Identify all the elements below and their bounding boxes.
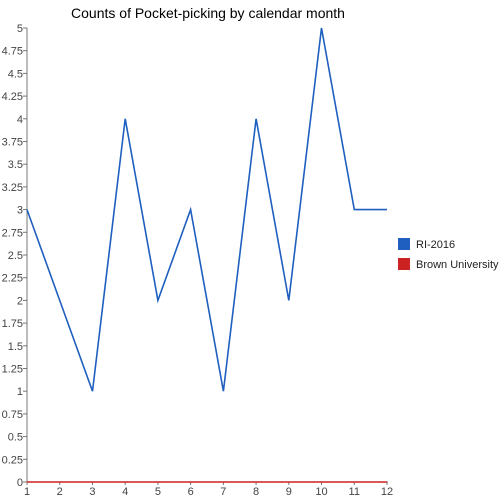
legend-label: RI-2016 [416, 239, 455, 251]
chart-title: Counts of Pocket-picking by calendar mon… [71, 5, 345, 21]
y-tick-label: 3.5 [8, 159, 23, 171]
y-tick-label: 4.5 [8, 68, 23, 80]
x-tick-label: 8 [253, 486, 259, 498]
x-tick-label: 11 [349, 486, 360, 498]
x-tick-label: 4 [122, 486, 128, 498]
y-tick-label: 0.75 [2, 409, 23, 421]
x-tick-label: 2 [57, 486, 63, 498]
x-tick-label: 9 [286, 486, 292, 498]
y-tick-label: 2.5 [8, 250, 23, 262]
y-tick-label: 1 [17, 386, 23, 398]
y-tick-label: 2 [17, 295, 23, 307]
y-tick-label: 4.75 [2, 46, 23, 58]
x-tick-label: 10 [315, 486, 327, 498]
y-tick-label: 1.5 [8, 341, 23, 353]
legend-swatch [398, 258, 410, 270]
legend: RI-2016 Brown University [398, 238, 499, 271]
y-tick-label: 3.75 [2, 137, 23, 149]
y-tick-label: 5 [17, 23, 23, 35]
y-tick-label: 2.25 [2, 273, 23, 285]
y-tick-label: 2.75 [2, 227, 23, 239]
y-tick-label: 4.25 [2, 91, 23, 103]
x-tick-label: 12 [381, 486, 393, 498]
legend-swatch [398, 238, 410, 250]
y-tick-label: 0.5 [8, 432, 23, 444]
series-layer [26, 27, 387, 483]
y-tick-label: 3 [17, 205, 23, 217]
x-tick-label: 5 [155, 486, 161, 498]
y-tick-label: 1.75 [2, 318, 23, 330]
y-tick-label: 3.25 [2, 182, 23, 194]
y-axis-ticks: 0 0.25 0.5 0.75 1 1.25 1.5 1.75 2 2.25 2.5 2.75 3 3.2… [2, 23, 27, 489]
y-tick-label: 1.25 [2, 364, 23, 376]
legend-label: Brown University [416, 259, 499, 271]
series-line-ri-2016 [26, 27, 387, 392]
x-tick-label: 1 [24, 486, 30, 498]
y-tick-label: 0 [17, 477, 23, 489]
x-tick-label: 7 [220, 486, 226, 498]
y-tick-label: 0.25 [2, 454, 23, 466]
x-axis-ticks: 1 2 3 4 5 6 7 8 9 10 11 12 [24, 482, 393, 498]
y-tick-label: 4 [17, 114, 23, 126]
x-tick-label: 3 [89, 486, 95, 498]
x-tick-label: 6 [188, 486, 194, 498]
